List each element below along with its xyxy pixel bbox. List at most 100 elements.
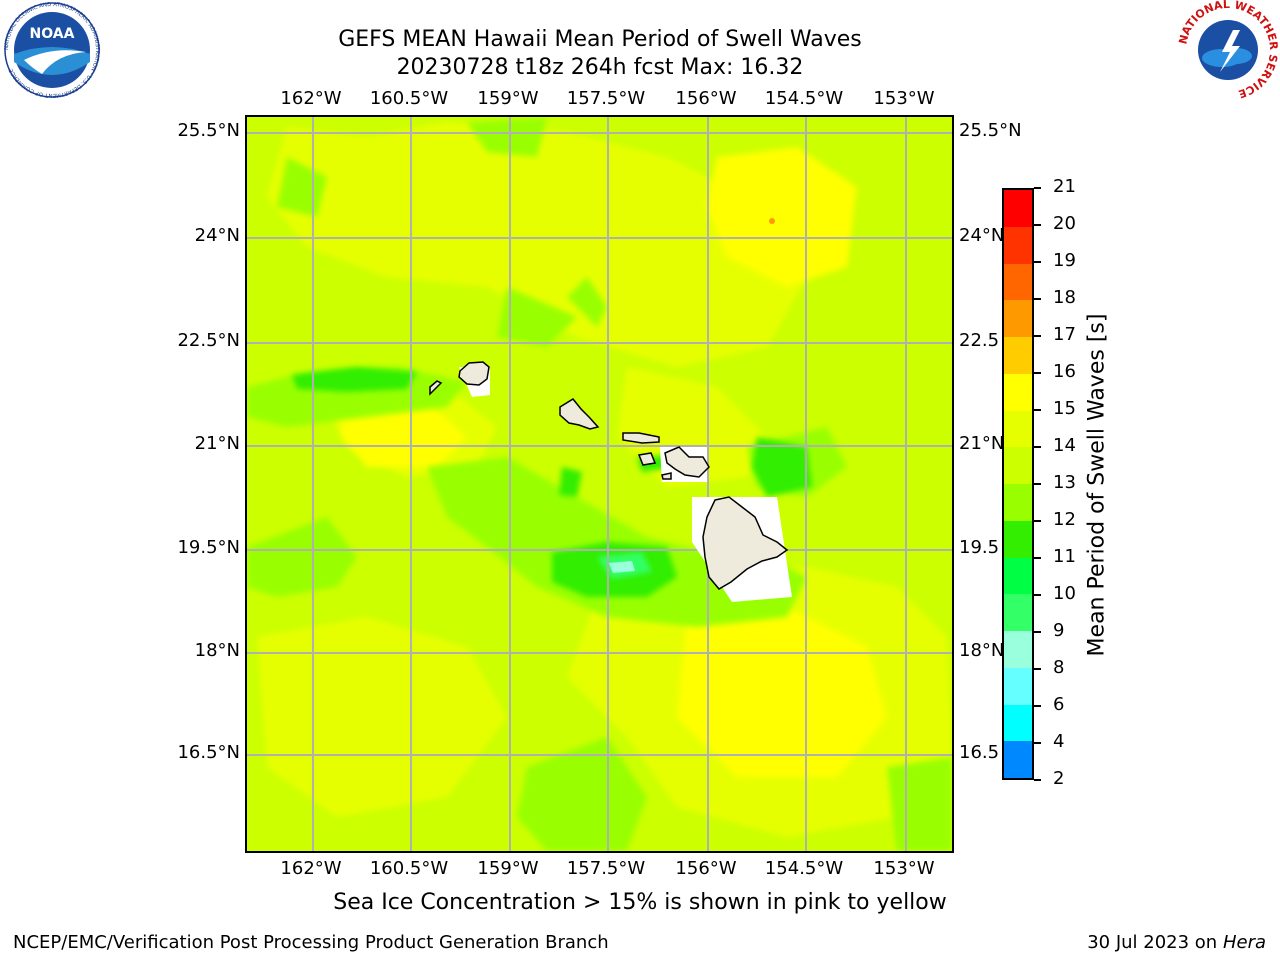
island-molokai bbox=[622, 432, 660, 444]
field-12-13s bbox=[497, 287, 577, 347]
noaa-logo-text: NOAA bbox=[30, 26, 75, 42]
lon-tick-top: 157.5°W bbox=[566, 88, 646, 109]
colorbar-segment bbox=[1004, 226, 1032, 264]
colorbar-segment bbox=[1004, 373, 1032, 411]
lon-tick-top: 159°W bbox=[477, 88, 539, 109]
lat-tick-right: 18°N bbox=[959, 640, 1005, 661]
swell-period-field bbox=[247, 117, 952, 851]
lat-tick-left: 22.5°N bbox=[177, 330, 240, 351]
lon-tick-top: 154.5°W bbox=[764, 88, 844, 109]
island-kahoolawe bbox=[661, 472, 672, 480]
field-15-16s bbox=[707, 147, 857, 287]
colorbar-segment bbox=[1004, 300, 1032, 338]
colorbar-tick-label: 18 bbox=[1053, 287, 1076, 308]
lat-tick-left: 19.5°N bbox=[177, 537, 240, 558]
lon-tick-bottom: 159°W bbox=[477, 858, 539, 879]
map-subtitle: 20230728 t18z 264h fcst Max: 16.32 bbox=[396, 55, 804, 80]
lat-tick-right: 24°N bbox=[959, 225, 1005, 246]
colorbar-tick-label: 20 bbox=[1053, 213, 1076, 234]
lon-tick-top: 160.5°W bbox=[369, 88, 449, 109]
lat-tick-left: 16.5°N bbox=[177, 742, 240, 763]
colorbar-segment bbox=[1004, 447, 1032, 485]
lat-tick-left: 25.5°N bbox=[177, 120, 240, 141]
island-niihau bbox=[429, 380, 443, 396]
colorbar-tick-label: 19 bbox=[1053, 250, 1076, 271]
field-12-13s bbox=[467, 117, 547, 157]
noaa-logo: NATIONAL OCEANIC AND ATMOSPHERIC ADMINIS… bbox=[2, 2, 102, 98]
island-maui bbox=[664, 446, 710, 478]
colorbar-segment bbox=[1004, 741, 1032, 778]
colorbar-segment bbox=[1004, 263, 1032, 301]
footer-machine: Hera bbox=[1222, 932, 1266, 953]
colorbar-tick-mark bbox=[1034, 187, 1041, 189]
island-hawaii bbox=[702, 496, 789, 590]
lat-tick-right: 19.5 bbox=[959, 537, 1000, 558]
colorbar-tick-mark bbox=[1034, 557, 1041, 559]
colorbar-tick-mark bbox=[1034, 446, 1041, 448]
lon-tick-top: 153°W bbox=[873, 88, 935, 109]
colorbar-tick-mark bbox=[1034, 520, 1041, 522]
map-gridlines bbox=[247, 117, 952, 851]
colorbar-segment bbox=[1004, 631, 1032, 669]
island-oahu bbox=[559, 398, 600, 430]
colorbar-tick-label: 15 bbox=[1053, 398, 1076, 419]
lon-tick-bottom: 160.5°W bbox=[369, 858, 449, 879]
colorbar-segment bbox=[1004, 484, 1032, 522]
colorbar-tick-mark bbox=[1034, 742, 1041, 744]
lat-tick-right: 16.5 bbox=[959, 742, 1000, 763]
colorbar-tick-mark bbox=[1034, 668, 1041, 670]
lon-tick-bottom: 156°W bbox=[675, 858, 737, 879]
field-15-16s bbox=[677, 607, 887, 777]
colorbar-tick-mark bbox=[1034, 261, 1041, 263]
colorbar-tick-label: 4 bbox=[1053, 731, 1065, 752]
field-11-12s bbox=[752, 437, 812, 497]
map-title: GEFS MEAN Hawaii Mean Period of Swell Wa… bbox=[338, 27, 862, 52]
colorbar-label: Mean Period of Swell Waves [s] bbox=[1084, 313, 1110, 657]
colorbar-tick-label: 21 bbox=[1053, 176, 1076, 197]
hawaiian-islands bbox=[429, 361, 792, 602]
colorbar-segment bbox=[1004, 337, 1032, 375]
footer-date: 30 Jul 2023 on Hera bbox=[1087, 932, 1266, 953]
lon-tick-bottom: 162°W bbox=[280, 858, 342, 879]
colorbar-ticks: 21 20 19 18 17 16 15 14 13 12 11 10 9 8 6 4 2 bbox=[1034, 176, 1096, 789]
field-12-13s bbox=[277, 157, 327, 217]
colorbar-segment bbox=[1004, 410, 1032, 448]
field-14-15s bbox=[267, 122, 807, 367]
field-11-12s bbox=[292, 367, 417, 392]
field-12-13s bbox=[247, 517, 357, 597]
lon-tick-bottom: 154.5°W bbox=[764, 858, 844, 879]
lon-tick-top: 162°W bbox=[280, 88, 342, 109]
field-12-13s bbox=[517, 737, 647, 851]
lat-tick-right: 25.5°N bbox=[959, 120, 1022, 141]
colorbar-tick-mark bbox=[1034, 594, 1041, 596]
lat-tick-right: 21°N bbox=[959, 433, 1005, 454]
lat-tick-right: 22.5 bbox=[959, 330, 1000, 351]
footer-date-text: 30 Jul 2023 on bbox=[1087, 932, 1223, 953]
island-kauai bbox=[458, 361, 490, 386]
colorbar-tick-label: 8 bbox=[1053, 657, 1065, 678]
colorbar-tick-mark bbox=[1034, 372, 1041, 374]
colorbar-segment bbox=[1004, 190, 1032, 228]
colorbar bbox=[1002, 188, 1034, 780]
field-14-15s bbox=[257, 617, 507, 817]
footer-org: NCEP/EMC/Verification Post Processing Pr… bbox=[13, 932, 609, 953]
colorbar-tick-label: 13 bbox=[1053, 472, 1076, 493]
lon-tick-bottom: 153°W bbox=[873, 858, 935, 879]
lat-tick-left: 24°N bbox=[194, 225, 240, 246]
field-9-10s bbox=[609, 561, 635, 573]
lon-tick-top: 156°W bbox=[675, 88, 737, 109]
field-12-13s bbox=[427, 457, 807, 627]
colorbar-segment bbox=[1004, 557, 1032, 595]
lat-tick-left: 18°N bbox=[194, 640, 240, 661]
nws-logo: NATIONAL WEATHER SERVICE bbox=[1176, 0, 1280, 101]
colorbar-segment bbox=[1004, 667, 1032, 705]
colorbar-tick-mark bbox=[1034, 779, 1041, 781]
colorbar-tick-mark bbox=[1034, 631, 1041, 633]
colorbar-tick-label: 12 bbox=[1053, 509, 1076, 530]
colorbar-tick-label: 17 bbox=[1053, 324, 1076, 345]
field-12-13s bbox=[567, 277, 607, 327]
colorbar-tick-mark bbox=[1034, 335, 1041, 337]
colorbar-tick-mark bbox=[1034, 409, 1041, 411]
colorbar-tick-label: 11 bbox=[1053, 546, 1076, 567]
colorbar-tick-label: 2 bbox=[1053, 768, 1065, 789]
